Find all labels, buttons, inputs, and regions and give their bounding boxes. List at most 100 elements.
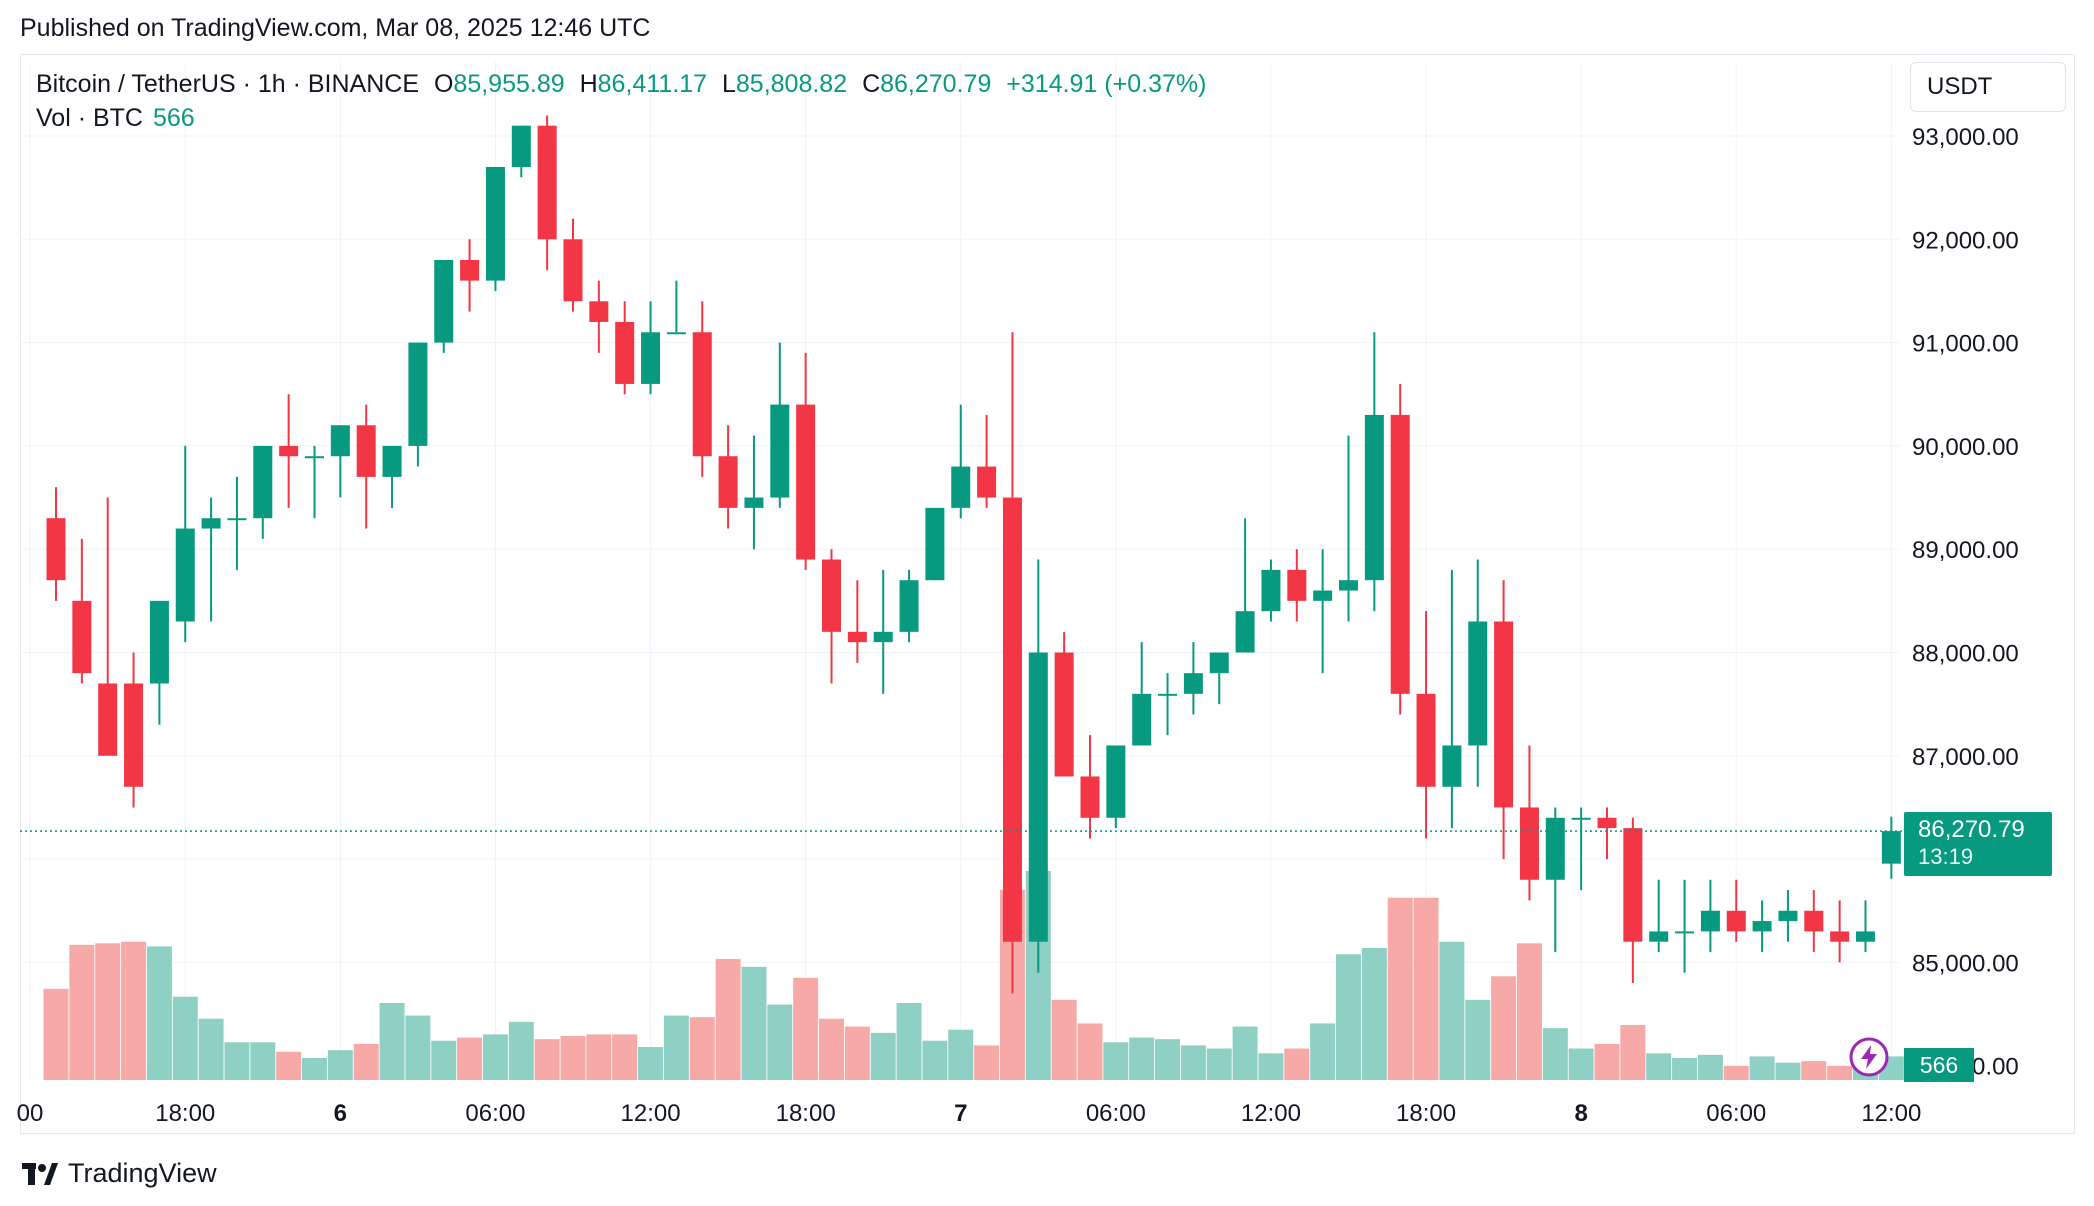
candle-body xyxy=(1700,910,1720,932)
candle-body xyxy=(1545,817,1565,880)
volume-bar xyxy=(1827,1065,1853,1080)
volume-bar xyxy=(1413,897,1439,1080)
volume-bar xyxy=(172,996,198,1080)
x-tick-label: 18:00 xyxy=(155,1100,215,1127)
candle-body xyxy=(279,445,299,457)
volume-bar xyxy=(974,1045,1000,1080)
volume-bar xyxy=(198,1018,224,1080)
candle-body xyxy=(951,466,971,508)
volume-bar xyxy=(1491,976,1517,1080)
volume-label[interactable]: Vol · BTC xyxy=(36,104,143,132)
candle-body xyxy=(1830,931,1850,942)
volume-bar xyxy=(508,1021,534,1080)
candle-body xyxy=(227,518,247,521)
volume-bar xyxy=(121,941,147,1080)
volume-value: 566 xyxy=(152,104,195,132)
volume-bar xyxy=(1284,1048,1310,1080)
volume-bar xyxy=(1232,1026,1258,1080)
bar-countdown: 13:19 xyxy=(1918,844,1974,869)
volume-bar xyxy=(1336,954,1361,1080)
symbol-label[interactable]: Bitcoin / TetherUS · 1h · BINANCE xyxy=(36,70,420,98)
candle-body xyxy=(847,631,867,643)
volume-bar xyxy=(327,1050,353,1080)
volume-bar xyxy=(715,959,741,1080)
volume-bar xyxy=(95,943,121,1080)
candle-body xyxy=(253,445,273,519)
volume-bar xyxy=(1594,1043,1620,1080)
volume-bar xyxy=(379,1003,405,1080)
candle-body xyxy=(1804,910,1824,932)
volume-bar xyxy=(224,1042,250,1080)
candle-body xyxy=(1364,414,1384,581)
volume-bars xyxy=(43,871,1904,1080)
volume-bar xyxy=(1465,999,1491,1080)
candle-body xyxy=(485,166,505,281)
x-tick-label: 00 xyxy=(17,1100,44,1127)
volume-bar xyxy=(431,1040,457,1080)
volume-bar xyxy=(457,1037,483,1080)
y-tick-label: 91,000.00 xyxy=(1912,331,2019,358)
candlestick-chart[interactable]: 85,000.0086,000.0087,000.0088,000.0089,0… xyxy=(0,0,2094,1150)
candle-body xyxy=(692,332,712,457)
x-tick-label: 7 xyxy=(954,1100,967,1127)
candle-body xyxy=(1752,921,1772,932)
volume-bar xyxy=(844,1026,870,1080)
candle-body xyxy=(822,559,841,632)
candle-body xyxy=(408,342,428,446)
candle-body xyxy=(1158,693,1178,696)
x-tick-label: 6 xyxy=(334,1100,347,1127)
volume-bar xyxy=(1310,1023,1336,1080)
candle-body xyxy=(873,631,893,643)
candle-body xyxy=(201,518,221,529)
candle-body xyxy=(589,301,609,322)
published-caption: Published on TradingView.com, Mar 08, 20… xyxy=(20,14,651,42)
volume-bar xyxy=(663,1015,689,1080)
x-tick-label: 12:00 xyxy=(621,1100,681,1127)
x-axis-labels: 00 18:00 6 06:00 12:00 18:00 7 06:00 12:00 18:00 8… xyxy=(17,1100,1922,1127)
volume-bar xyxy=(353,1043,379,1080)
lightning-icon[interactable] xyxy=(1849,1037,1889,1077)
candle-body xyxy=(1519,807,1539,880)
volume-bar xyxy=(1697,1054,1723,1080)
candle-body xyxy=(1494,621,1514,808)
candle-body xyxy=(460,259,480,281)
candle-body xyxy=(1623,828,1643,942)
open-label: O xyxy=(433,70,454,98)
volume-bar xyxy=(1361,948,1387,1080)
grid-lines xyxy=(20,62,1900,1082)
x-tick-label: 12:00 xyxy=(1241,1100,1301,1127)
y-tick-label: 89,000.00 xyxy=(1912,537,2019,564)
change-value: +314.91 (+0.37%) xyxy=(1006,70,1207,98)
low-value: 85,808.82 xyxy=(735,70,848,98)
candle-body xyxy=(744,497,764,508)
candle-body xyxy=(1261,569,1281,612)
volume-bar xyxy=(1723,1065,1749,1080)
x-tick-label: 18:00 xyxy=(776,1100,836,1127)
candle-body xyxy=(1209,652,1229,674)
volume-bar xyxy=(793,977,819,1080)
volume-bar xyxy=(250,1042,276,1080)
volume-bar xyxy=(1077,1023,1103,1080)
volume-bar xyxy=(1129,1037,1155,1080)
candle-body xyxy=(770,404,790,498)
volume-bar xyxy=(1672,1058,1698,1080)
footer-brand-label: TradingView xyxy=(68,1158,217,1188)
candle-body xyxy=(1675,931,1695,934)
x-tick-label: 8 xyxy=(1574,1100,1587,1127)
candle-body xyxy=(1726,910,1746,932)
candle-body xyxy=(1778,910,1798,922)
x-tick-label: 06:00 xyxy=(1706,1100,1766,1127)
candle-body xyxy=(511,125,531,167)
volume-bar xyxy=(1749,1056,1775,1080)
volume-bar xyxy=(1775,1062,1801,1080)
high-label: H xyxy=(579,70,598,98)
candle-body xyxy=(615,321,635,384)
footer-brand[interactable]: TradingView xyxy=(22,1158,217,1189)
volume-bar xyxy=(146,946,172,1080)
volume-bar xyxy=(741,966,767,1080)
volume-bar xyxy=(638,1047,664,1080)
x-tick-label: 12:00 xyxy=(1861,1100,1921,1127)
currency-button[interactable]: USDT xyxy=(1910,62,2066,112)
candle-body xyxy=(1080,776,1100,818)
candle-body xyxy=(1881,831,1901,864)
